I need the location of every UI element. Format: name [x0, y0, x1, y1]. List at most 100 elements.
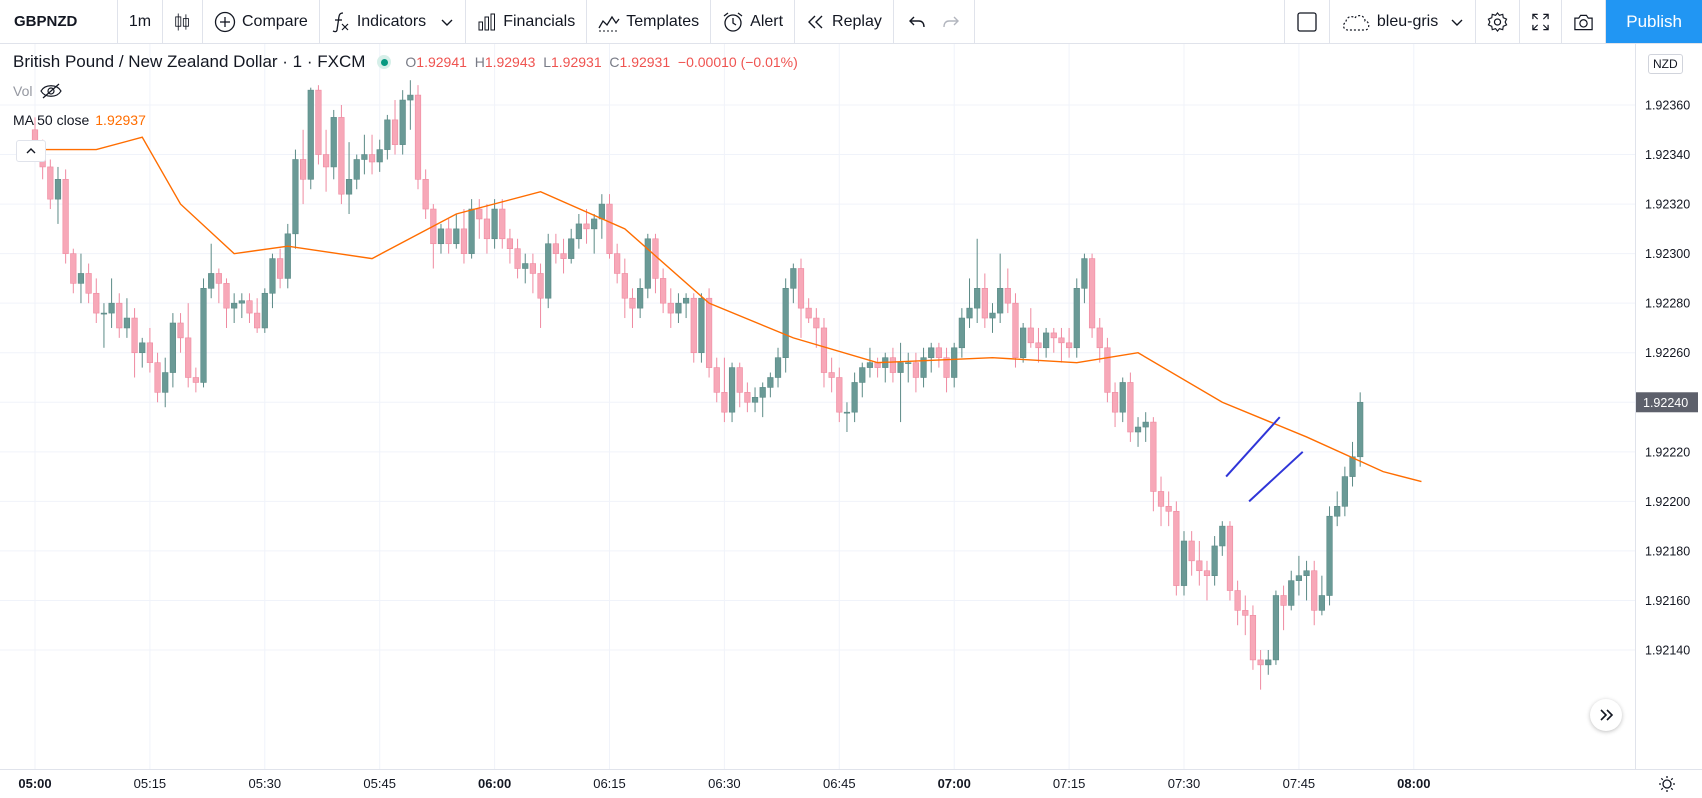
trend-line-drawing[interactable]: [1225, 416, 1281, 478]
candle-body: [1203, 570, 1211, 576]
candle-body: [1234, 590, 1241, 611]
price-tick-label: 1.92260: [1645, 346, 1690, 360]
price-tick-label: 1.92220: [1645, 445, 1690, 459]
volume-label: Vol: [13, 83, 33, 99]
candle-body: [974, 288, 981, 309]
candle-body: [1311, 570, 1318, 611]
close-value: 1.92931: [619, 54, 671, 70]
indicators-label: Indicators: [356, 12, 427, 30]
candle-body: [1211, 545, 1218, 576]
candle-body: [70, 253, 77, 284]
function-icon: [332, 11, 349, 32]
collapse-legend-button[interactable]: [16, 140, 46, 162]
candle-body: [223, 283, 230, 309]
snapshot-button[interactable]: [1562, 0, 1607, 43]
trend-line-drawing[interactable]: [1248, 451, 1304, 503]
candle-body: [1349, 456, 1356, 477]
series-title[interactable]: British Pound / New Zealand Dollar · 1 ·…: [13, 52, 366, 71]
gear-icon: [1487, 11, 1508, 32]
candle-body: [1050, 332, 1057, 339]
chevron-down-icon: [441, 19, 453, 26]
open-label: O: [405, 54, 417, 70]
indicators-button[interactable]: Indicators: [320, 0, 467, 43]
candle-body: [460, 228, 468, 254]
volume-legend[interactable]: Vol: [13, 83, 63, 99]
candle-body: [1157, 491, 1165, 507]
candle-body: [1165, 506, 1172, 512]
low-label: L: [543, 54, 551, 70]
candle-body: [506, 238, 514, 249]
layout-button[interactable]: [1283, 0, 1330, 43]
chart-type-button[interactable]: [163, 0, 203, 43]
low-value: 1.92931: [551, 54, 602, 70]
candle-body: [1088, 258, 1096, 329]
camera-icon: [1574, 14, 1593, 30]
redo-button[interactable]: [934, 0, 975, 43]
candle-body: [1257, 659, 1264, 666]
candle-body: [629, 297, 636, 309]
compare-button[interactable]: Compare: [203, 0, 320, 43]
candle-body: [529, 263, 536, 274]
candle-body: [1326, 515, 1333, 596]
candle-body: [315, 89, 322, 155]
price-tick-label: 1.92140: [1645, 644, 1690, 658]
candle-body: [407, 94, 414, 101]
candle-body: [338, 117, 345, 195]
theme-button[interactable]: bleu-gris: [1330, 0, 1477, 43]
candle-body: [537, 273, 544, 299]
candle-body: [1188, 540, 1195, 562]
interval-button[interactable]: 1m: [118, 0, 163, 43]
candle-body: [614, 253, 621, 274]
fullscreen-button[interactable]: [1520, 0, 1563, 43]
replay-button[interactable]: Replay: [795, 0, 894, 43]
settings-button[interactable]: [1476, 0, 1521, 43]
alert-button[interactable]: Alert: [711, 0, 796, 43]
candle-body: [1066, 342, 1073, 349]
candle-body: [422, 179, 429, 210]
candle-body: [606, 203, 613, 254]
publish-button[interactable]: Publish: [1606, 0, 1702, 43]
candle-body: [254, 312, 261, 329]
candle-body: [146, 342, 154, 363]
financials-button[interactable]: Financials: [466, 0, 588, 43]
drawings[interactable]: [1225, 416, 1304, 503]
candles: [31, 80, 1364, 690]
price-chart[interactable]: 1.92360 1.92340 1.92320 1.92300 1.92280 1.922…: [0, 44, 1702, 798]
symbol-search[interactable]: GBPNZD: [0, 0, 118, 43]
time-axis[interactable]: 05:00 05:15 05:30 05:45 06:00 06:15 06:30 06:45…: [18, 776, 1430, 791]
high-value: 1.92943: [484, 54, 536, 70]
axis-settings-icon[interactable]: [1659, 776, 1675, 792]
candle-body: [1288, 580, 1295, 606]
candle-body: [935, 347, 942, 358]
candle-body: [215, 273, 222, 284]
candle-body: [522, 263, 529, 269]
scroll-to-realtime-button[interactable]: [1590, 699, 1622, 731]
candle-body: [905, 362, 912, 364]
templates-button[interactable]: Templates: [587, 0, 712, 43]
candle-body: [1134, 426, 1142, 433]
ma-legend[interactable]: MA 50 close 1.92937: [13, 112, 146, 128]
candle-body: [545, 243, 552, 299]
templates-label: Templates: [626, 12, 700, 30]
undo-button[interactable]: [894, 0, 934, 43]
candle-body: [1265, 659, 1272, 666]
eye-off-icon[interactable]: [40, 83, 63, 99]
redo-icon: [943, 16, 959, 27]
candle-body: [154, 362, 161, 393]
candle-body: [552, 243, 559, 254]
candle-body: [123, 317, 131, 329]
price-axis[interactable]: 1.92360 1.92340 1.92320 1.92300 1.92280 1.922…: [1645, 99, 1690, 658]
time-tick-label: 06:45: [823, 776, 856, 791]
time-tick-label: 06:15: [593, 776, 626, 791]
toolbar-spacer: [975, 0, 1284, 43]
currency-label[interactable]: NZD: [1648, 54, 1683, 74]
candle-body: [660, 278, 667, 304]
candle-body: [162, 372, 169, 393]
candle-body: [100, 312, 108, 315]
candle-body: [54, 179, 62, 200]
candle-body: [928, 347, 935, 358]
candle-body: [744, 392, 751, 403]
close-label: C: [609, 54, 620, 70]
candle-body: [997, 288, 1004, 314]
candle-body: [575, 223, 582, 240]
